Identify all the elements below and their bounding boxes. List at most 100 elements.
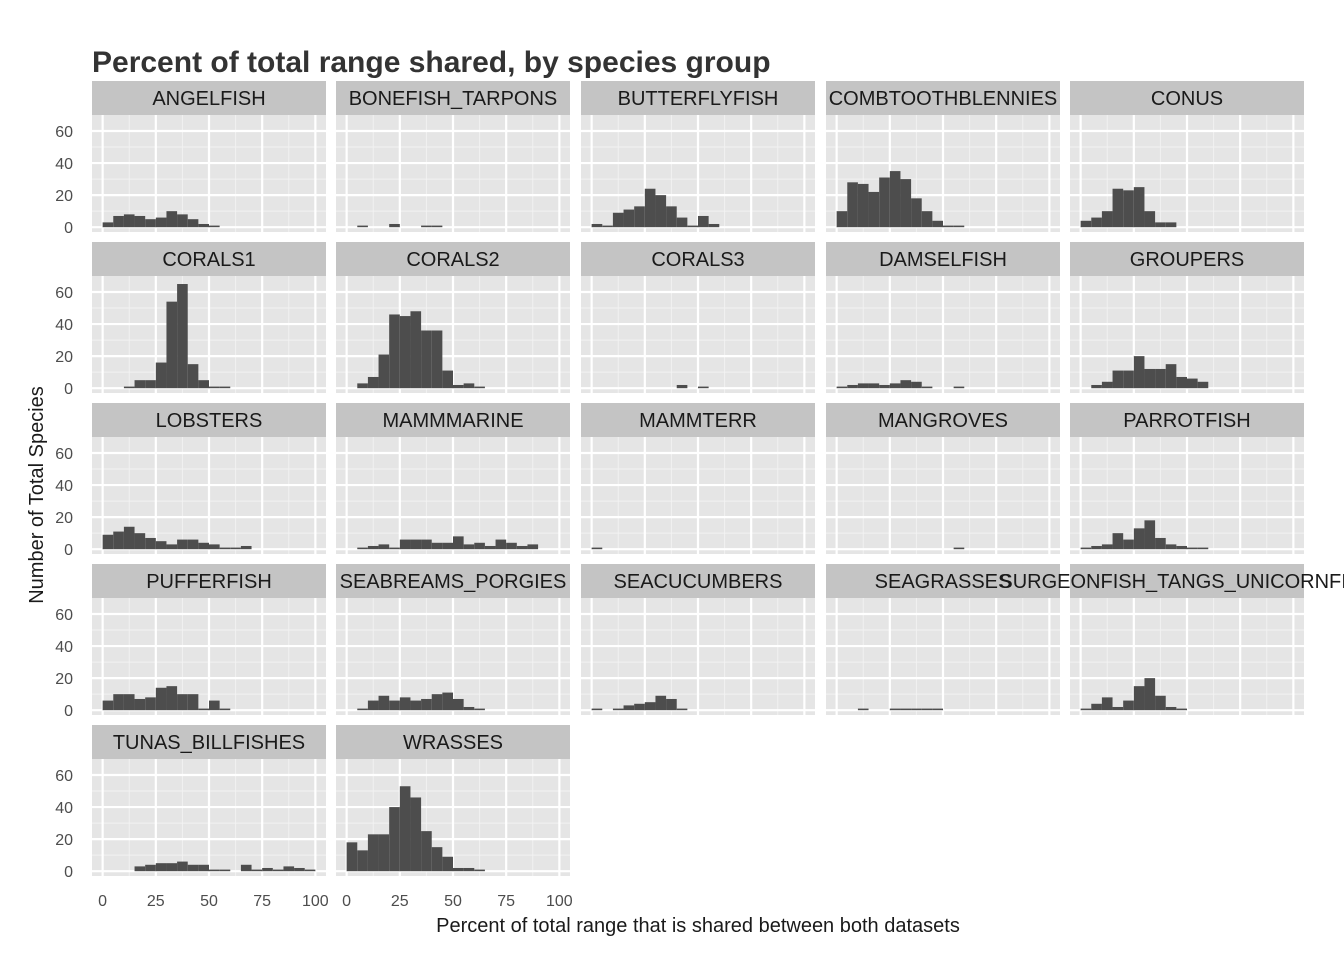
histogram-bar: [389, 314, 400, 389]
histogram-bar: [399, 786, 411, 872]
histogram-bar: [389, 700, 400, 711]
histogram-bar: [155, 863, 167, 872]
histogram-bar: [1080, 547, 1092, 550]
facet-mammmarine: MAMMMARINE: [336, 403, 570, 554]
facet-wrasses: WRASSES: [336, 725, 570, 876]
histogram-bar: [421, 539, 432, 550]
histogram-bar: [410, 700, 422, 711]
histogram-bar: [219, 708, 231, 711]
histogram-bar: [378, 834, 390, 872]
histogram-bar: [113, 694, 124, 711]
histogram-bar: [1144, 211, 1156, 228]
y-tick-label: 0: [64, 864, 73, 881]
facet-strip: [336, 564, 570, 598]
facet-label: LOBSTERS: [156, 410, 263, 432]
histogram-bar: [187, 864, 199, 872]
histogram-bar: [698, 386, 709, 389]
histogram-bar: [1133, 356, 1145, 389]
histogram-bar: [145, 537, 156, 550]
facet-strip: [336, 725, 570, 759]
histogram-bar: [921, 386, 933, 389]
histogram-bar: [1091, 545, 1102, 550]
histogram-bar: [911, 381, 922, 389]
histogram-bar: [389, 807, 400, 872]
facet-lobsters: LOBSTERS: [92, 403, 326, 554]
facet-label: COMBTOOTHBLENNIES: [829, 88, 1058, 110]
histogram-bar: [1123, 370, 1134, 389]
histogram-bar: [219, 869, 231, 872]
y-axis-title: Number of Total Species: [26, 386, 48, 604]
histogram-bar: [591, 547, 603, 550]
histogram-bar: [421, 831, 432, 872]
histogram-bar: [1155, 537, 1166, 550]
histogram-bar: [1165, 544, 1177, 550]
histogram-bar: [900, 380, 912, 389]
histogram-bar: [209, 544, 220, 550]
histogram-bar: [357, 708, 368, 711]
histogram-bar: [1123, 539, 1134, 550]
histogram-bar: [1133, 686, 1145, 711]
histogram-bar: [357, 850, 368, 872]
histogram-bar: [953, 225, 965, 228]
histogram-bar: [378, 695, 390, 711]
facet-label: MANGROVES: [878, 410, 1008, 432]
histogram-bar: [442, 542, 453, 550]
histogram-bar: [644, 188, 656, 228]
histogram-bar: [857, 383, 869, 389]
y-tick-label: 20: [55, 510, 73, 527]
histogram-bar: [879, 177, 890, 228]
facet-strip: [581, 242, 815, 276]
histogram-bar: [474, 386, 485, 389]
facet-label: CORALS2: [406, 249, 499, 271]
histogram-bar: [655, 695, 667, 711]
histogram-bar: [357, 225, 368, 228]
facet-strip: [92, 81, 326, 115]
histogram-bar: [1101, 697, 1113, 711]
histogram-bar: [836, 211, 848, 228]
histogram-bar: [1144, 368, 1156, 389]
facet-surgeonfish-tangs-unicornfish: SURGEONFISH_TANGS_UNICORNFISH: [999, 564, 1344, 715]
facet-strip: [826, 403, 1060, 437]
facet-label: ANGELFISH: [152, 88, 265, 110]
y-tick-label: 20: [55, 832, 73, 849]
histogram-bar: [1133, 528, 1145, 550]
histogram-bar: [399, 697, 411, 711]
histogram-bar: [378, 544, 390, 550]
histogram-bar: [676, 384, 688, 389]
histogram-bar: [911, 708, 922, 711]
histogram-bar: [666, 698, 677, 711]
histogram-bar: [198, 864, 209, 872]
histogram-bar: [134, 866, 146, 872]
histogram-bar: [198, 223, 209, 228]
histogram-bar: [868, 191, 880, 228]
histogram-bar: [421, 330, 432, 389]
histogram-bar: [357, 383, 368, 389]
histogram-bar: [516, 545, 528, 550]
facet-combtoothblennies: COMBTOOTHBLENNIES: [826, 81, 1060, 232]
facet-label: CORALS1: [162, 249, 255, 271]
facet-strip: [826, 242, 1060, 276]
histogram-bar: [367, 545, 379, 550]
facet-label: CORALS3: [651, 249, 744, 271]
histogram-bar: [1123, 700, 1134, 711]
histogram-bar: [1155, 368, 1166, 389]
facet-label: DAMSELFISH: [879, 249, 1007, 271]
histogram-bar: [421, 225, 432, 228]
facet-strip: [1070, 564, 1304, 598]
histogram-bar: [666, 206, 677, 228]
x-tick-label: 100: [302, 893, 329, 910]
facet-strip: [336, 81, 570, 115]
histogram-bar: [166, 863, 178, 872]
facet-mangroves: MANGROVES: [826, 403, 1060, 554]
facet-strip: [581, 81, 815, 115]
facet-panels: ANGELFISH BONEFISH_TARPONS BUTTERFLYFISH CO…: [92, 81, 1344, 876]
histogram-bar: [1112, 533, 1124, 550]
histogram-bar: [304, 869, 316, 872]
histogram-bar: [911, 198, 922, 228]
histogram-bar: [495, 539, 507, 550]
histogram-bar: [431, 847, 443, 872]
histogram-bar: [209, 225, 220, 228]
histogram-bar: [1080, 708, 1092, 711]
facet-label: GROUPERS: [1130, 249, 1244, 271]
chart-title: Percent of total range shared, by specie…: [92, 46, 771, 79]
